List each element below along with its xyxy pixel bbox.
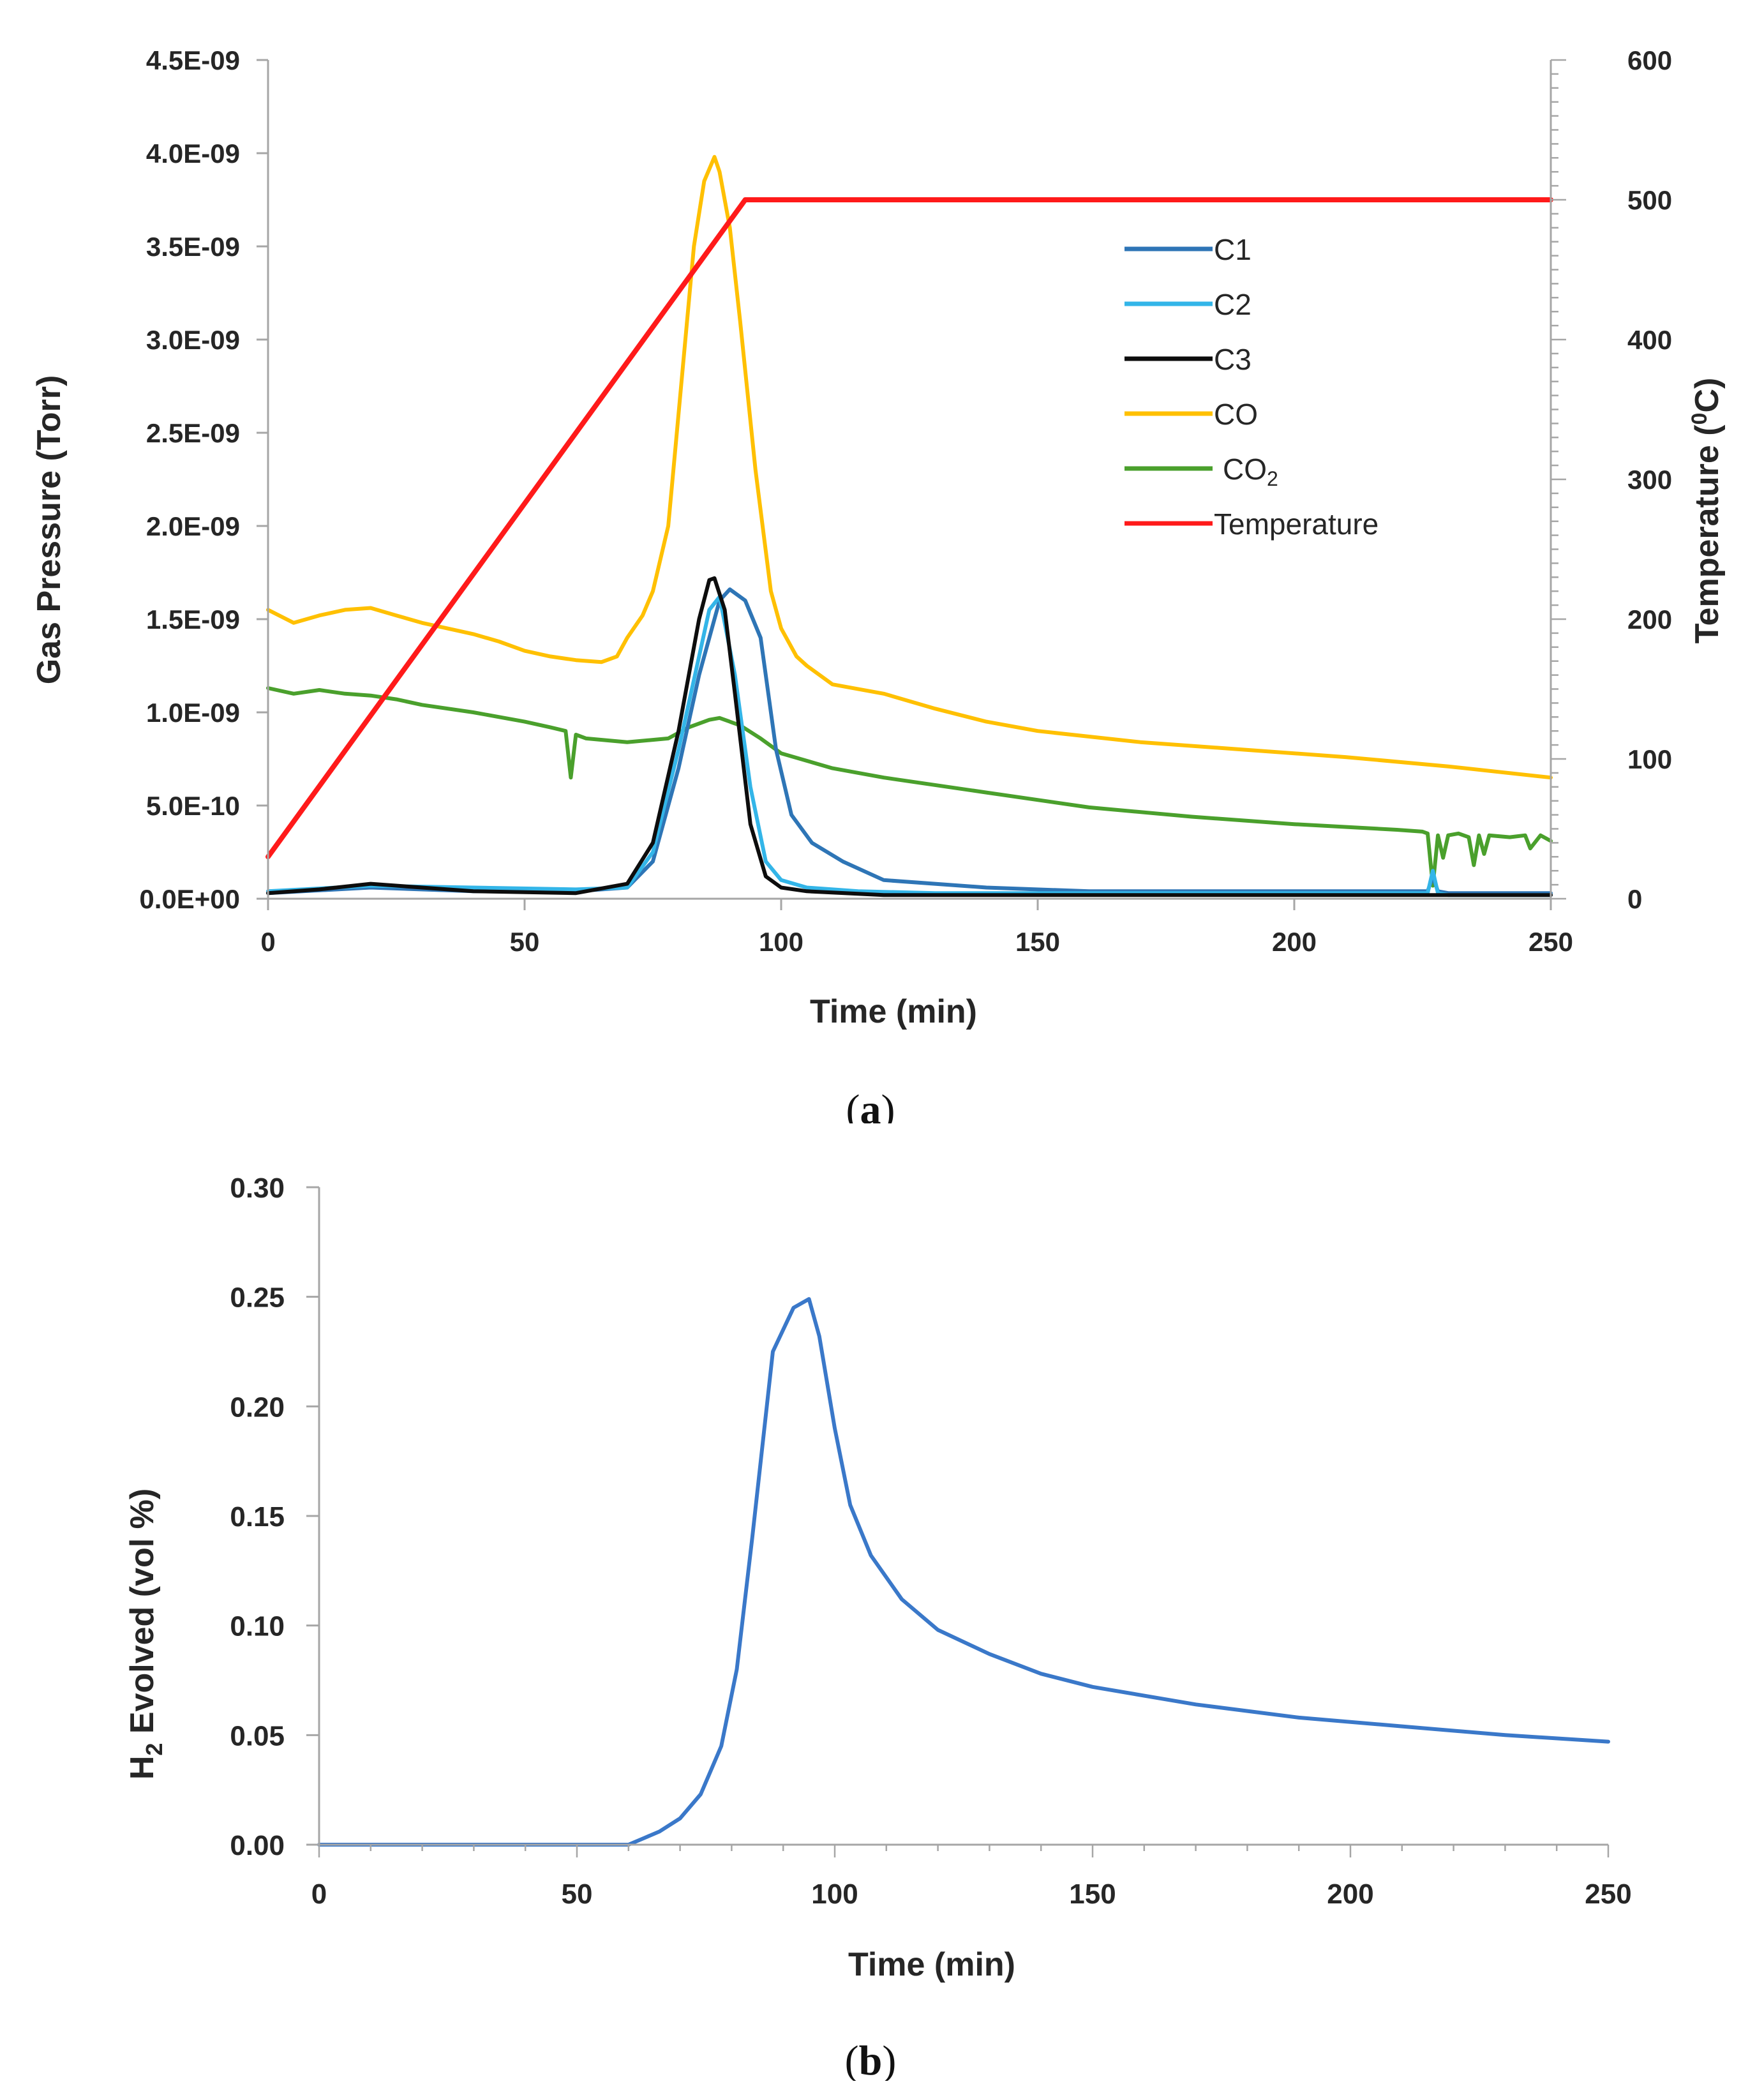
chart-a-series-c3	[266, 576, 1553, 897]
chart-a-x-tick-label: 100	[759, 927, 803, 957]
chart-a-y-tick-label: 4.5E-09	[146, 45, 240, 75]
chart-a-legend: C1 C2 C3 CO CO2 Temperature	[1125, 233, 1379, 541]
chart-a-x-tick-label: 150	[1015, 927, 1060, 957]
chart-b-y-tick-label: 0.15	[230, 1501, 285, 1533]
chart-b-x-tick-label: 100	[811, 1879, 858, 1910]
chart-a-y2-tick-label: 600	[1627, 45, 1672, 75]
chart-a-y2-tick-label: 400	[1627, 325, 1672, 355]
chart-a-y-tick-label: 1.5E-09	[146, 604, 240, 634]
chart-a-x-axis-title: Time (min)	[810, 993, 977, 1030]
chart-b-x-tick-label: 200	[1327, 1879, 1373, 1910]
chart-a-legend-label-c2: C2	[1214, 288, 1252, 321]
chart-a-y2-axis-title: Temperature (0C)	[1687, 378, 1726, 644]
chart-b-x-axis-title: Time (min)	[848, 1946, 1015, 1983]
chart-a-x-tick-label: 50	[510, 927, 540, 957]
chart-b-y-tick-label: 0.30	[230, 1173, 285, 1204]
chart-a: 0.0E+00 5.0E-10 1.0E-09 1.5E-09 2.0E-09 2.5E-…	[31, 45, 1726, 1123]
chart-a-legend-label-c1: C1	[1214, 233, 1252, 266]
chart-a-x-tick-label: 250	[1528, 927, 1573, 957]
chart-a-y-tick-label: 1.0E-09	[146, 698, 240, 728]
chart-a-legend-label-co2: CO2	[1223, 453, 1278, 490]
chart-a-y2-tick-label: 200	[1627, 604, 1672, 634]
chart-b-x-tick-label: 250	[1585, 1879, 1631, 1910]
chart-a-y-tick-label: 2.5E-09	[146, 418, 240, 448]
chart-a-y-tick-label: 3.0E-09	[146, 325, 240, 355]
chart-a-y2-tick-label: 100	[1627, 744, 1672, 774]
chart-a-y-tick-label: 2.0E-09	[146, 511, 240, 541]
chart-a-panel-label: (a)	[846, 1086, 895, 1123]
chart-a-legend-label-temperature: Temperature	[1214, 507, 1379, 541]
chart-b-panel-label: (b)	[845, 2037, 897, 2081]
chart-a-y2-tick-label: 300	[1627, 465, 1672, 495]
chart-a-series-c1	[266, 587, 1553, 896]
chart-a-series-temperature	[265, 197, 1553, 860]
chart-b-x-tick-label: 150	[1069, 1879, 1116, 1910]
chart-b: 0.00 0.05 0.10 0.15 0.20 0.25 0.30 0 50 100 150 200…	[124, 1173, 1632, 2081]
chart-a-x-tick-label: 200	[1272, 927, 1317, 957]
chart-a-y-axis-title: Gas Pressure (Torr)	[31, 375, 68, 685]
chart-b-y-tick-label: 0.20	[230, 1391, 285, 1423]
chart-a-legend-label-co: CO	[1214, 398, 1258, 431]
chart-a-y-tick-label: 3.5E-09	[146, 232, 240, 262]
chart-a-series-co	[266, 154, 1553, 780]
chart-b-series-h2	[317, 1297, 1610, 1847]
chart-a-y-tick-label: 4.0E-09	[146, 139, 240, 169]
chart-a-y-tick-label: 5.0E-10	[146, 791, 240, 821]
chart-a-legend-label-c3: C3	[1214, 343, 1252, 376]
chart-a-y-tick-label: 0.0E+00	[139, 884, 240, 914]
chart-a-series-co2	[266, 686, 1553, 888]
chart-a-x-tick-label: 0	[260, 927, 275, 957]
chart-a-y2-tick-label: 500	[1627, 185, 1672, 215]
chart-a-series-c2	[266, 595, 1553, 897]
chart-b-y-axis-title: H2 Evolved (vol %)	[124, 1489, 167, 1780]
chart-a-y2-tick-label: 0	[1627, 884, 1642, 914]
chart-b-y-tick-label: 0.00	[230, 1830, 285, 1861]
chart-b-y-tick-label: 0.25	[230, 1282, 285, 1314]
chart-b-y-tick-label: 0.10	[230, 1611, 285, 1642]
chart-b-x-tick-label: 0	[311, 1879, 327, 1910]
chart-b-y-tick-label: 0.05	[230, 1720, 285, 1751]
chart-b-x-tick-label: 50	[562, 1879, 593, 1910]
